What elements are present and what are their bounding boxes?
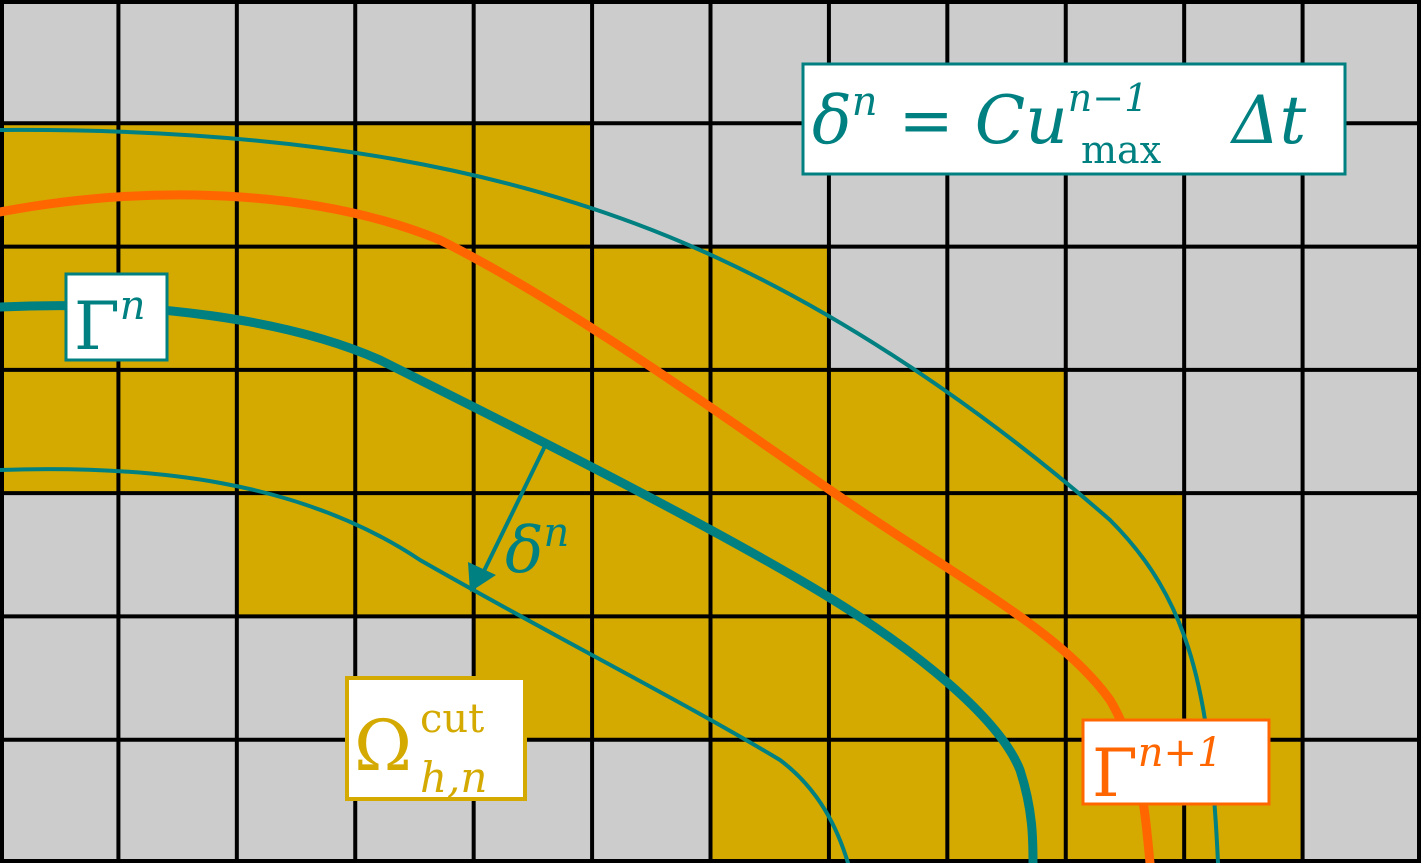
gamma-n-plus-1-box xyxy=(1081,718,1271,806)
inactive-cell xyxy=(1302,369,1421,494)
omega-box xyxy=(345,676,527,801)
inactive-cell xyxy=(592,0,711,124)
formula-box xyxy=(801,62,1347,176)
curves xyxy=(0,127,1220,863)
inactive-cell xyxy=(1302,616,1421,741)
inactive-cell xyxy=(118,493,238,617)
cut-cell xyxy=(473,123,593,248)
formula-label: δn = Cun−1 max Δt xyxy=(812,76,1307,172)
inactive-cell xyxy=(828,246,948,371)
cut-cell xyxy=(236,369,356,494)
cut-cell xyxy=(592,493,711,617)
gamma-n-label: Γn xyxy=(74,283,146,365)
cut-cell xyxy=(0,123,119,248)
inactive-cell xyxy=(1184,493,1304,617)
cut-cell xyxy=(592,246,711,371)
inner-offset-curve xyxy=(0,467,850,863)
cut-cell xyxy=(236,246,356,371)
cut-cell xyxy=(355,369,475,494)
cut-cell xyxy=(0,369,119,494)
gamma-n-plus-1-label: Γn+1 xyxy=(1092,730,1223,812)
inactive-cell xyxy=(0,616,119,741)
inactive-cell xyxy=(1184,246,1304,371)
inactive-cell xyxy=(118,739,238,863)
inactive-cell xyxy=(1302,739,1421,863)
cut-cell xyxy=(828,739,948,863)
cut-cell xyxy=(473,369,593,494)
gamma-n-curve xyxy=(0,301,1038,863)
inactive-cell xyxy=(473,0,593,124)
cut-cell xyxy=(710,616,830,741)
cut-cell xyxy=(947,739,1067,863)
inactive-cell xyxy=(0,739,119,863)
inactive-cell xyxy=(118,0,238,124)
cut-cell xyxy=(828,369,948,494)
gamma-n-box xyxy=(64,272,169,362)
inactive-cell xyxy=(236,0,356,124)
cut-cell xyxy=(710,739,830,863)
inactive-cell xyxy=(592,739,711,863)
gamma-n-plus-1-curve xyxy=(0,190,1155,863)
delta-arrow-shaft xyxy=(481,444,547,575)
outer-offset-curve xyxy=(0,127,1220,863)
cut-cell xyxy=(355,246,475,371)
cut-cell xyxy=(947,493,1067,617)
inactive-cell xyxy=(0,493,119,617)
inactive-cell xyxy=(0,0,119,124)
inactive-cell xyxy=(236,739,356,863)
inactive-cell xyxy=(1302,493,1421,617)
cut-cell xyxy=(710,246,830,371)
inactive-cell xyxy=(355,0,475,124)
inactive-cell xyxy=(1065,369,1185,494)
cut-cell xyxy=(118,123,238,248)
cut-cell xyxy=(710,493,830,617)
inactive-cell xyxy=(236,616,356,741)
cut-cell xyxy=(236,493,356,617)
delta-n-label: δn xyxy=(505,510,569,588)
inactive-cell xyxy=(1184,369,1304,494)
inactive-cell xyxy=(1302,246,1421,371)
cut-cell xyxy=(947,369,1067,494)
inactive-cell xyxy=(592,123,711,248)
inactive-cell xyxy=(118,616,238,741)
delta-arrow-head xyxy=(468,562,496,592)
cut-cell xyxy=(592,616,711,741)
inactive-cell xyxy=(947,246,1067,371)
inactive-cell xyxy=(1065,246,1185,371)
